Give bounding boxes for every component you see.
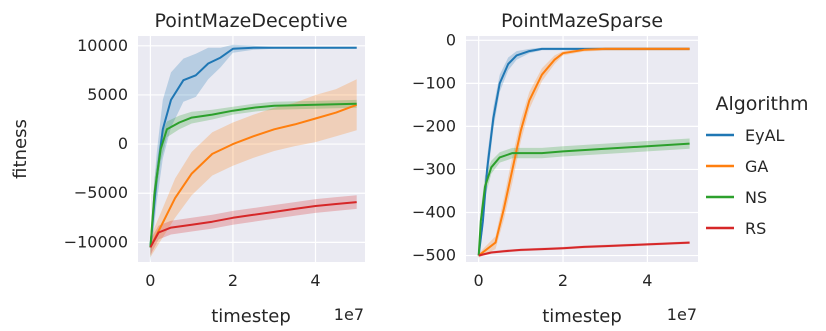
x-tick-label: 2 xyxy=(228,271,238,290)
y-tick-label: 0 xyxy=(446,30,456,49)
series-line-eyal xyxy=(149,46,357,248)
gridlines xyxy=(466,36,698,262)
chart-panel-sparse: 0 −100 −200 −300 −400 −500 0 2 4 PointMazeSpars… xyxy=(412,10,698,327)
legend-items: EyAL GA NS RS xyxy=(706,126,785,238)
y-tick-label: 0 xyxy=(118,134,128,153)
series-line-rs xyxy=(149,201,357,248)
confidence-bands xyxy=(150,44,357,262)
y-tick-label: −10000 xyxy=(64,232,128,251)
chart-title: PointMazeSparse xyxy=(501,10,663,32)
y-axis-label: fitness xyxy=(10,119,31,179)
legend: Algorithm EyAL GA NS RS xyxy=(706,93,809,238)
band-ga xyxy=(150,79,357,258)
x-tick-label: 2 xyxy=(558,271,568,290)
series-line-rs xyxy=(478,241,690,257)
y-tick-labels: 10000 5000 0 −5000 −10000 xyxy=(64,36,128,252)
legend-label-rs: RS xyxy=(745,219,766,238)
y-tick-label: −300 xyxy=(412,159,456,178)
legend-title: Algorithm xyxy=(715,93,808,115)
x-tick-labels: 0 2 4 xyxy=(145,271,320,290)
x-axis-label: timestep xyxy=(542,306,622,327)
chart-panel-deceptive: 10000 5000 0 −5000 −10000 0 2 4 PointMazeDecep… xyxy=(10,10,365,327)
gridlines xyxy=(138,36,365,262)
series-line-ga xyxy=(478,47,690,257)
x-tick-labels: 0 2 4 xyxy=(474,271,653,290)
series-lines xyxy=(477,47,690,257)
x-tick-label: 4 xyxy=(310,271,320,290)
y-tick-label: −100 xyxy=(412,73,456,92)
series-line-ga xyxy=(149,103,358,248)
series-line-ns xyxy=(477,142,690,256)
x-axis-label: timestep xyxy=(211,306,291,327)
y-tick-label: 10000 xyxy=(77,36,128,55)
x-offset-label: 1e7 xyxy=(334,305,364,324)
y-tick-label: −5000 xyxy=(74,183,128,202)
legend-label-eyal: EyAL xyxy=(745,126,785,145)
series-line-ns xyxy=(149,102,357,248)
plot-area xyxy=(138,36,365,262)
y-tick-label: −200 xyxy=(412,116,456,135)
chart-title: PointMazeDeceptive xyxy=(154,10,347,32)
y-tick-label: −400 xyxy=(412,202,456,221)
x-tick-label: 4 xyxy=(642,271,652,290)
band-ga xyxy=(478,47,690,258)
legend-label-ns: NS xyxy=(745,188,767,207)
y-tick-labels: 0 −100 −200 −300 −400 −500 xyxy=(412,30,456,264)
x-offset-label: 1e7 xyxy=(667,305,697,324)
x-tick-label: 0 xyxy=(474,271,484,290)
band-rs xyxy=(150,195,357,256)
y-tick-label: 5000 xyxy=(87,85,128,104)
series-lines xyxy=(149,46,358,248)
x-tick-label: 0 xyxy=(145,271,155,290)
y-tick-label: −500 xyxy=(412,246,456,265)
legend-label-ga: GA xyxy=(745,157,768,176)
